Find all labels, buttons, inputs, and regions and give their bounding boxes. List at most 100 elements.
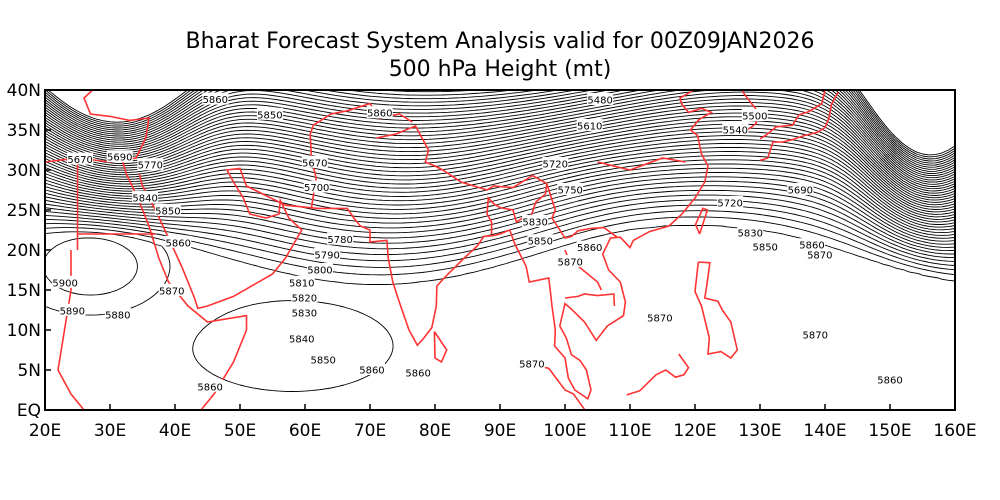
contour-label: 5860 <box>197 382 222 393</box>
contour-line <box>45 116 955 206</box>
contour-label-background <box>327 232 354 245</box>
contour-label: 5720 <box>543 160 568 171</box>
contour-line <box>45 176 955 245</box>
y-tick-label: 20N <box>7 241 41 261</box>
contour-label-background <box>154 203 181 216</box>
contour-line <box>45 90 955 164</box>
contour-label-background <box>288 331 315 344</box>
contour-label: 5870 <box>647 314 672 325</box>
y-tick-label: 25N <box>7 201 41 221</box>
contour-label-background <box>137 158 164 171</box>
x-tick-label: 150E <box>868 421 911 441</box>
y-tick-label: 5N <box>17 361 41 381</box>
contour-label: 5690 <box>788 186 813 197</box>
contour-line <box>45 90 955 160</box>
contour-line <box>45 119 955 208</box>
y-tick-label: 10N <box>7 321 41 341</box>
coastline <box>694 261 739 360</box>
contour-label-background <box>806 247 833 260</box>
contour-label: 5830 <box>292 309 317 320</box>
x-tick-label: 140E <box>803 421 846 441</box>
contour-line <box>45 127 955 213</box>
contour-label-background <box>587 93 614 105</box>
contour-label-background <box>542 157 569 169</box>
coastline <box>57 250 85 410</box>
contour-line <box>45 105 955 199</box>
x-tick-label: 70E <box>354 421 386 441</box>
contour-label: 5860 <box>577 243 602 254</box>
coastline <box>546 183 618 239</box>
x-tick-label: 100E <box>543 421 586 441</box>
x-tick-label: 50E <box>224 421 256 441</box>
contour-label-background <box>737 226 764 239</box>
contour-label-background <box>877 373 903 385</box>
contour-label-background <box>165 235 192 248</box>
contour-label: 5860 <box>359 366 384 377</box>
contour-label: 5850 <box>155 206 180 217</box>
contour-label: 5810 <box>289 278 314 289</box>
contour-label: 5870 <box>803 330 828 341</box>
contour-label: 5670 <box>302 158 327 169</box>
contour-label-background <box>741 109 768 121</box>
contour-label-background <box>52 275 79 288</box>
contour-line <box>45 90 955 185</box>
contour-label-background <box>132 191 159 203</box>
coastline <box>433 331 448 364</box>
contour-label-background <box>787 183 814 195</box>
contour-label: 5830 <box>738 229 763 240</box>
contour-label: 5780 <box>327 235 352 246</box>
coastline <box>534 364 586 410</box>
x-tick-label: 110E <box>608 421 651 441</box>
contour-line <box>45 172 955 242</box>
contour-label-background <box>557 255 584 267</box>
contour-label: 5870 <box>159 286 184 297</box>
x-tick-label: 120E <box>673 421 716 441</box>
y-tick-label: 35N <box>7 121 41 141</box>
contour-label-background <box>557 183 584 195</box>
contour-line <box>45 189 955 255</box>
coastline <box>376 124 548 234</box>
y-tick-label: 30N <box>7 161 41 181</box>
contour-label-background <box>288 275 315 288</box>
contour-label: 5480 <box>587 96 612 107</box>
contour-label-background <box>301 155 328 168</box>
contour-label: 5870 <box>807 250 832 261</box>
contour-label: 5700 <box>304 183 329 194</box>
contour-label-background <box>197 379 224 392</box>
contour-label: 5860 <box>799 241 824 252</box>
contour-label: 5860 <box>203 95 228 106</box>
contour-label-background <box>522 215 549 227</box>
x-tick-label: 40E <box>159 421 191 441</box>
contour-label: 5880 <box>105 310 130 321</box>
contour-label-background <box>158 283 185 296</box>
contour-label-background <box>752 239 779 252</box>
contour-label: 5840 <box>132 194 157 205</box>
contour-line <box>45 180 955 248</box>
contour-label-background <box>576 240 603 253</box>
coastline <box>45 90 150 163</box>
y-tick-label: 15N <box>7 281 41 301</box>
contour-label-background <box>802 327 829 340</box>
contour-line <box>45 199 955 262</box>
coastline <box>626 353 690 396</box>
contour-line <box>45 135 955 218</box>
contour-label-background <box>256 107 283 120</box>
x-tick-label: 80E <box>419 421 451 441</box>
contour-label: 5770 <box>138 161 163 172</box>
contour-line <box>45 90 955 174</box>
contour-label: 5830 <box>522 218 547 229</box>
contour-line <box>45 147 955 225</box>
title-line-1: Bharat Forecast System Analysis valid fo… <box>186 29 815 54</box>
contour-line <box>45 90 955 183</box>
contour-line <box>45 204 955 266</box>
contour-label-background <box>576 119 603 131</box>
x-tick-label: 160E <box>933 421 976 441</box>
contour-label-background <box>646 311 673 323</box>
contour-label-background <box>310 353 337 365</box>
contour-label-background <box>799 238 825 251</box>
contour-label: 5890 <box>60 306 85 317</box>
x-tick-label: 130E <box>738 421 781 441</box>
contour-label: 5500 <box>742 112 767 123</box>
contour-label-background <box>59 303 86 316</box>
